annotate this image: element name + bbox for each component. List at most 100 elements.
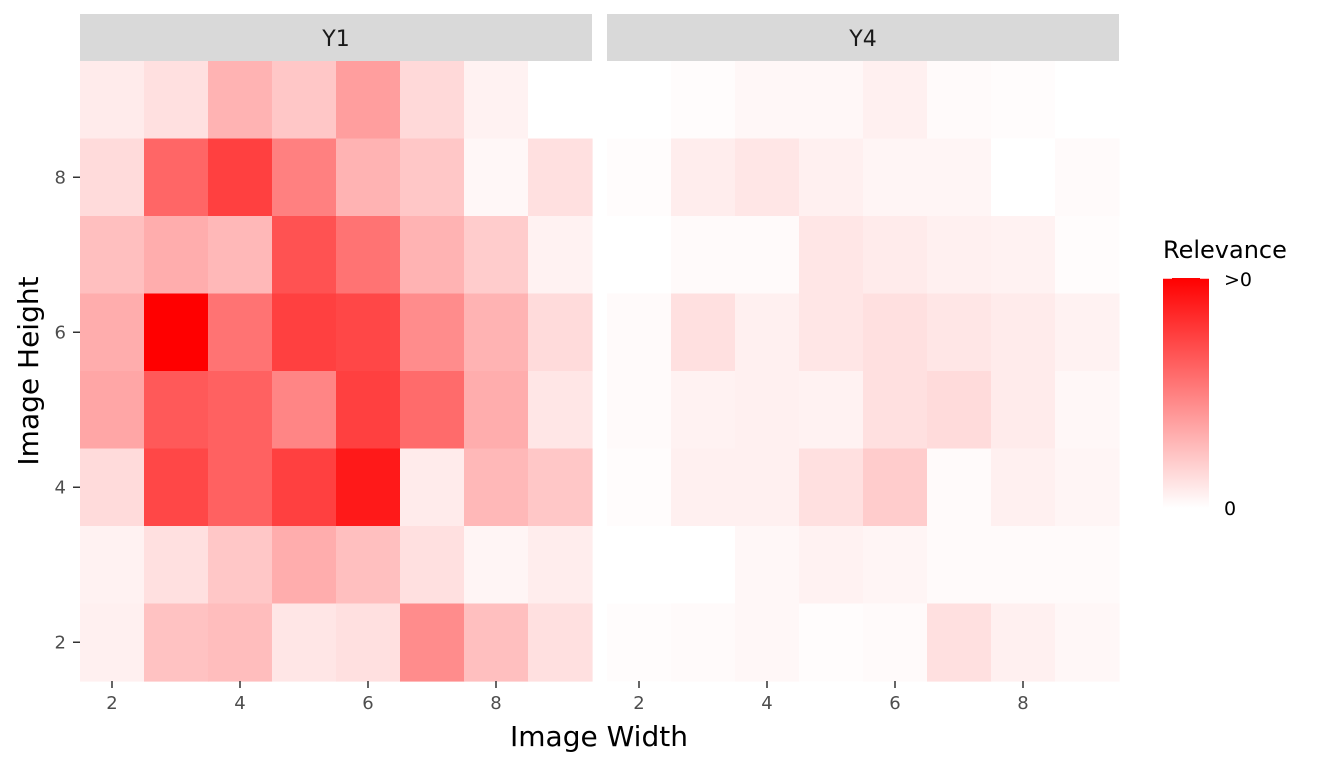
heatmap-cell xyxy=(735,216,800,295)
y-axis: 2 4 6 8 xyxy=(55,167,80,653)
strip-y4-label: Y4 xyxy=(848,27,876,52)
heatmap-cell xyxy=(208,526,273,605)
heatmap-cell xyxy=(80,448,145,527)
heatmap-cell xyxy=(144,448,209,527)
heatmap-cell xyxy=(671,216,736,295)
heatmap-cell xyxy=(272,293,337,372)
heatmap-cell xyxy=(272,526,337,605)
heatmap-cell xyxy=(863,448,928,527)
heatmap-cell xyxy=(208,293,273,372)
heatmap-cell xyxy=(528,293,593,372)
legend-label-low: 0 xyxy=(1224,498,1236,520)
heatmap-cell xyxy=(400,448,465,527)
heatmap-cell xyxy=(927,603,992,682)
heatmap-cell xyxy=(1055,448,1120,527)
heatmap-cell xyxy=(80,293,145,372)
x-tick-label: 2 xyxy=(633,693,644,714)
heatmap-cell xyxy=(799,216,864,295)
heatmap-cell xyxy=(336,526,401,605)
heatmap-cell xyxy=(208,448,273,527)
heatmap-cell xyxy=(607,603,672,682)
heatmap-cell xyxy=(607,138,672,217)
heatmap-cell xyxy=(863,603,928,682)
heatmap-cell xyxy=(464,216,529,295)
heatmap-cell xyxy=(671,138,736,217)
heatmap-cell xyxy=(272,138,337,217)
heatmap-cell xyxy=(991,526,1056,605)
heatmap-cell xyxy=(1055,216,1120,295)
heatmap-cell xyxy=(927,138,992,217)
heatmap-cell xyxy=(671,448,736,527)
heatmap-cell xyxy=(464,61,529,140)
x-tick-label: 2 xyxy=(106,693,117,714)
heatmap-cell xyxy=(144,603,209,682)
heatmap-cell xyxy=(80,603,145,682)
heatmap-cell xyxy=(208,371,273,450)
heatmap-cell xyxy=(799,448,864,527)
heatmap-cell xyxy=(927,61,992,140)
heatmap-cell xyxy=(80,216,145,295)
heatmap-cell xyxy=(400,603,465,682)
heatmap-cell xyxy=(336,371,401,450)
heatmap-cell xyxy=(400,216,465,295)
strip-y1-background xyxy=(80,14,592,61)
heatmap-cell xyxy=(144,216,209,295)
heatmap-cell xyxy=(863,61,928,140)
heatmap-cell xyxy=(144,371,209,450)
heatmap-cell xyxy=(144,293,209,372)
heatmap-cell xyxy=(607,526,672,605)
x-tick-label: 8 xyxy=(1017,693,1028,714)
heatmap-cell xyxy=(528,371,593,450)
heatmap-cell xyxy=(400,293,465,372)
heatmap-cell xyxy=(927,448,992,527)
heatmap-cell xyxy=(927,371,992,450)
heatmap-cell xyxy=(464,603,529,682)
heatmap-cell xyxy=(671,371,736,450)
heatmap-cell xyxy=(607,61,672,140)
legend-label-high: >0 xyxy=(1224,269,1252,291)
x-tick-label: 4 xyxy=(234,693,245,714)
heatmap-cell xyxy=(991,293,1056,372)
panel-y1 xyxy=(80,61,593,682)
heatmap-cell xyxy=(528,216,593,295)
heatmap-cell xyxy=(272,603,337,682)
heatmap-cell xyxy=(208,216,273,295)
heatmap-cell xyxy=(528,603,593,682)
heatmap-cell xyxy=(735,526,800,605)
heatmap-cell xyxy=(400,138,465,217)
heatmap-cell xyxy=(671,293,736,372)
heatmap-cell xyxy=(208,138,273,217)
x-axis-title: Image Width xyxy=(510,720,688,753)
legend-title: Relevance xyxy=(1163,236,1287,264)
heatmap-cell xyxy=(607,371,672,450)
heatmap-cell xyxy=(336,61,401,140)
heatmap-cell xyxy=(799,293,864,372)
heatmap-cell xyxy=(400,526,465,605)
heatmap-cell xyxy=(272,216,337,295)
heatmap-cell xyxy=(607,216,672,295)
heatmap-cell xyxy=(863,138,928,217)
heatmap-cell xyxy=(464,526,529,605)
heatmap-cell xyxy=(863,371,928,450)
y-tick-label: 4 xyxy=(55,477,66,498)
x-tick-label: 6 xyxy=(889,693,900,714)
heatmap-cell xyxy=(336,603,401,682)
heatmap-cell xyxy=(80,61,145,140)
heatmap-cell xyxy=(80,138,145,217)
heatmap-cell xyxy=(927,526,992,605)
heatmap-cell xyxy=(735,448,800,527)
heatmap-cell xyxy=(991,138,1056,217)
heatmap-cell xyxy=(927,293,992,372)
heatmap-cell xyxy=(400,61,465,140)
heatmap-cell xyxy=(336,216,401,295)
heatmap-cell xyxy=(991,603,1056,682)
heatmap-cell xyxy=(464,138,529,217)
heatmap-cell xyxy=(336,293,401,372)
heatmap-cell xyxy=(927,216,992,295)
heatmap-cell xyxy=(144,138,209,217)
heatmap-cell xyxy=(464,448,529,527)
heatmap-cell xyxy=(272,371,337,450)
heatmap-cell xyxy=(1055,61,1120,140)
heatmap-cell xyxy=(400,371,465,450)
